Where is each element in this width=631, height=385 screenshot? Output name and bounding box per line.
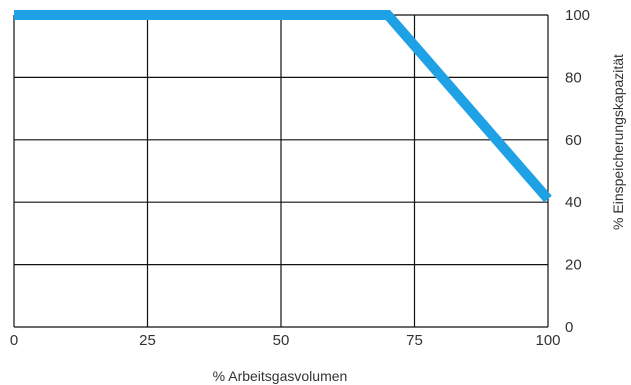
x-tick-label: 75 xyxy=(406,332,423,349)
y-tick-label: 80 xyxy=(565,69,582,86)
x-tick-label: 25 xyxy=(139,332,156,349)
y-tick-label: 40 xyxy=(565,194,582,211)
y-tick-labels: 0 20 40 60 80 100 xyxy=(565,7,590,336)
y-tick-label: 100 xyxy=(565,7,590,24)
chart-grid xyxy=(13,14,549,328)
y-tick-label: 60 xyxy=(565,132,582,149)
x-tick-labels: 0 25 50 75 100 xyxy=(10,332,561,349)
x-tick-label: 100 xyxy=(535,332,560,349)
series-line-0 xyxy=(14,10,552,203)
x-tick-label: 50 xyxy=(273,332,290,349)
x-axis-label: % Arbeitsgasvolumen xyxy=(213,368,348,384)
y-tick-label: 20 xyxy=(565,257,582,274)
y-axis-label: % Einspeicherungskapazität xyxy=(610,54,626,230)
x-tick-label: 0 xyxy=(10,332,18,349)
y-tick-label: 0 xyxy=(565,319,573,336)
chart-series xyxy=(14,10,552,203)
